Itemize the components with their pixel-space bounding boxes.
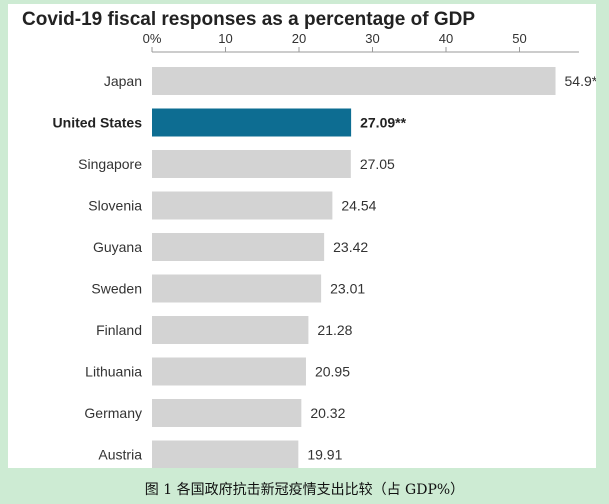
bar-row: United States 27.09** [53, 108, 407, 137]
category-label: Lithuania [85, 364, 142, 380]
category-label: Germany [84, 405, 142, 421]
x-tick-label: 30 [365, 31, 379, 46]
bar-row: Austria 19.91 [98, 440, 343, 468]
category-label: Sweden [91, 281, 142, 297]
bar [152, 233, 325, 261]
bar [152, 191, 333, 220]
bar-row: Guyana 23.42 [93, 233, 368, 261]
bar-row: Japan 54.9* [104, 67, 596, 95]
bar [152, 67, 556, 95]
bar [152, 150, 351, 178]
chart-panel: Covid-19 fiscal responses as a percentag… [8, 4, 596, 468]
bar-row: Germany 20.32 [84, 399, 346, 427]
bar-chart: 0% 10 20 30 40 50 Japan 54.9* United States 27.0… [53, 31, 596, 468]
category-label: Slovenia [88, 198, 142, 214]
bar-row: Finland 21.28 [96, 316, 353, 344]
figure-caption: 图 1 各国政府抗击新冠疫情支出比较（占 GDP%） [144, 482, 465, 498]
x-tick-label: 10 [218, 31, 232, 46]
value-label: 54.9* [565, 73, 596, 89]
bar-row: Lithuania 20.95 [85, 357, 350, 386]
category-label: Singapore [78, 156, 142, 172]
value-label: 27.05 [360, 156, 395, 172]
x-tick-label: 20 [292, 31, 306, 46]
x-tick-label: 40 [439, 31, 453, 46]
value-label: 23.01 [330, 281, 365, 297]
bar [152, 274, 322, 303]
chart-title: Covid-19 fiscal responses as a percentag… [22, 9, 476, 30]
category-label: Guyana [93, 239, 142, 255]
value-label: 21.28 [317, 322, 352, 338]
bar-row: Slovenia 24.54 [88, 191, 377, 220]
value-label: 19.91 [307, 447, 342, 463]
value-label: 27.09** [360, 115, 406, 131]
x-tick-label: 0% [143, 31, 162, 46]
bar [152, 316, 309, 344]
bar [152, 357, 306, 386]
category-label: United States [53, 115, 143, 131]
value-label: 20.32 [310, 405, 345, 421]
value-label: 23.42 [333, 239, 368, 255]
bar-highlight [152, 108, 352, 137]
bar-row: Singapore 27.05 [78, 150, 395, 178]
category-label: Austria [98, 447, 142, 463]
x-axis: 0% 10 20 30 40 50 [143, 31, 579, 53]
bars: Japan 54.9* United States 27.09** Singapore 2… [53, 67, 596, 468]
value-label: 24.54 [341, 198, 376, 214]
value-label: 20.95 [315, 364, 350, 380]
category-label: Japan [104, 73, 142, 89]
bar [152, 440, 299, 468]
bar-row: Sweden 23.01 [91, 274, 365, 303]
x-tick-label: 50 [512, 31, 526, 46]
category-label: Finland [96, 322, 142, 338]
bar [152, 399, 302, 427]
